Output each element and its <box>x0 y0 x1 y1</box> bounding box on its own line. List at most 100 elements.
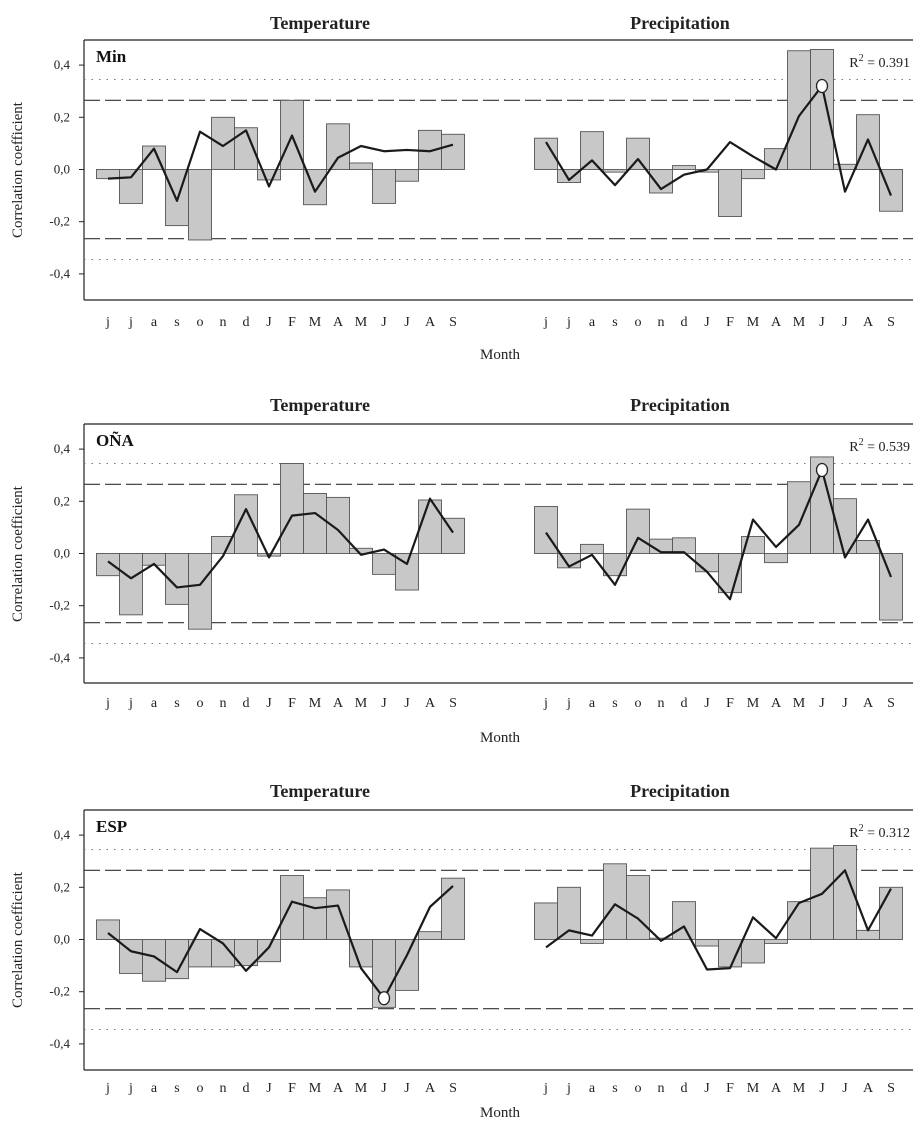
x-tick-label-prec: M <box>793 696 806 711</box>
x-tick-label-prec: o <box>635 1081 642 1096</box>
x-tick-label-temp: M <box>309 315 322 330</box>
bar-temp <box>349 162 373 170</box>
x-tick-label-prec: o <box>635 696 642 711</box>
x-tick-label-temp: A <box>425 696 436 711</box>
y-tick-label: -0,2 <box>49 984 70 999</box>
x-tick-label-prec: S <box>887 1081 895 1096</box>
x-tick-label-prec: J <box>819 315 825 330</box>
temperature-heading: Temperature <box>270 395 370 415</box>
bar-prec <box>557 886 581 940</box>
x-tick-label-prec: J <box>704 315 710 330</box>
x-tick-label-temp: M <box>355 315 368 330</box>
x-tick-label-temp: o <box>197 696 204 711</box>
x-tick-label-prec: s <box>612 696 617 711</box>
precipitation-heading: Precipitation <box>630 781 730 801</box>
x-tick-label-temp: j <box>128 696 133 711</box>
y-tick-label: 0,0 <box>54 932 70 947</box>
bar-temp <box>441 877 465 940</box>
response-line-temp <box>107 497 454 589</box>
bar-prec <box>580 131 604 170</box>
bar-prec <box>626 508 650 554</box>
highlight-marker <box>815 462 829 478</box>
x-tick-label-prec: j <box>543 1081 548 1096</box>
x-tick-label-prec: A <box>863 696 874 711</box>
x-tick-label-prec: j <box>566 1081 571 1096</box>
x-tick-label-temp: M <box>309 1081 322 1096</box>
y-axis-label: Correlation coefficient <box>10 871 26 1008</box>
x-tick-label-prec: J <box>704 696 710 711</box>
y-tick-label: 0,2 <box>54 493 70 508</box>
bar-temp <box>441 517 465 554</box>
x-tick-label-temp: j <box>105 696 110 711</box>
x-tick-label-prec: M <box>793 315 806 330</box>
bar-prec <box>856 929 880 940</box>
x-tick-label-temp: d <box>243 1081 250 1096</box>
bar-prec <box>718 169 742 217</box>
x-tick-label-temp: a <box>151 696 158 711</box>
bar-temp <box>303 897 327 940</box>
response-line-temp <box>107 885 454 1000</box>
bar-temp <box>395 939 419 991</box>
bar-prec <box>603 553 627 577</box>
bar-prec <box>695 553 719 573</box>
x-tick-label-temp: a <box>151 315 158 330</box>
y-tick-label: 0,4 <box>54 441 71 456</box>
bar-temp <box>188 553 212 630</box>
bar-prec <box>741 939 765 964</box>
x-tick-label-temp: J <box>404 1081 410 1096</box>
bar-prec <box>879 553 903 621</box>
x-tick-label-temp: S <box>449 696 457 711</box>
bar-temp <box>280 463 304 554</box>
x-tick-label-prec: s <box>612 315 617 330</box>
bar-prec <box>787 481 811 554</box>
x-tick-label-temp: d <box>243 315 250 330</box>
x-tick-label-prec: M <box>747 315 760 330</box>
chart-panel-1: Temperature Precipitation Min 0,4 0,2 0,0 -0,2… <box>10 13 913 363</box>
x-tick-label-temp: o <box>197 1081 204 1096</box>
bar-temp <box>119 553 143 616</box>
x-tick-label-prec: J <box>704 1081 710 1096</box>
x-tick-label-prec: J <box>842 696 848 711</box>
r-squared-label: R2 = 0.312 <box>849 823 910 841</box>
bar-prec <box>833 845 857 940</box>
x-tick-label-prec: a <box>589 1081 596 1096</box>
precipitation-heading: Precipitation <box>630 13 730 33</box>
x-tick-label-prec: j <box>566 696 571 711</box>
bar-temp <box>188 169 212 241</box>
x-tick-label-prec: j <box>566 315 571 330</box>
chart-panel-3: Temperature Precipitation ESP 0,4 0,2 0,0 -0,2… <box>10 781 913 1121</box>
bar-prec <box>626 875 650 940</box>
site-label: Min <box>96 47 127 66</box>
y-tick-label: 0,4 <box>54 827 71 842</box>
x-tick-label-temp: M <box>309 696 322 711</box>
x-tick-label-prec: n <box>658 696 665 711</box>
bar-prec <box>764 553 788 564</box>
x-tick-label-prec: d <box>681 1081 688 1096</box>
temperature-heading: Temperature <box>270 781 370 801</box>
x-tick-label-prec: A <box>863 1081 874 1096</box>
x-tick-label-temp: j <box>128 1081 133 1096</box>
site-label: OÑA <box>96 431 135 450</box>
x-tick-label-temp: A <box>425 1081 436 1096</box>
r-squared-label: R2 = 0.391 <box>849 53 910 71</box>
x-tick-label-prec: F <box>726 315 734 330</box>
bar-temp <box>234 127 258 170</box>
x-tick-label-prec: j <box>543 315 548 330</box>
x-tick-label-prec: F <box>726 696 734 711</box>
bar-temp <box>257 939 281 963</box>
bar-prec <box>672 901 696 940</box>
x-tick-label-temp: a <box>151 1081 158 1096</box>
x-tick-label-temp: M <box>355 1081 368 1096</box>
x-tick-label-prec: M <box>747 1081 760 1096</box>
precipitation-heading: Precipitation <box>630 395 730 415</box>
bar-temp <box>211 116 235 170</box>
bar-temp <box>372 169 396 204</box>
x-tick-label-temp: A <box>333 696 344 711</box>
bar-temp <box>372 553 396 575</box>
bar-temp <box>418 499 442 554</box>
bar-temp <box>119 169 143 204</box>
bar-temp <box>326 496 350 554</box>
bar-prec <box>534 137 558 170</box>
bar-temp <box>418 931 442 940</box>
response-line-prec <box>545 869 892 971</box>
